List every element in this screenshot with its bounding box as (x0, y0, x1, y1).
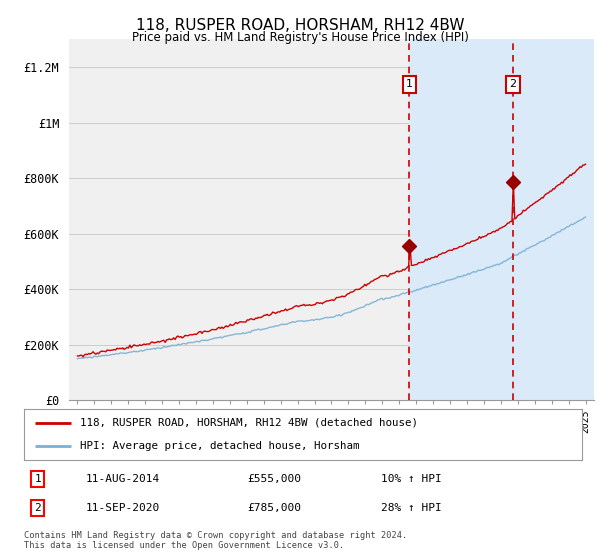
Text: Contains HM Land Registry data © Crown copyright and database right 2024.
This d: Contains HM Land Registry data © Crown c… (24, 531, 407, 550)
Bar (409, 39, 513, 400)
Text: 118, RUSPER ROAD, HORSHAM, RH12 4BW: 118, RUSPER ROAD, HORSHAM, RH12 4BW (136, 18, 464, 33)
Text: 1: 1 (35, 474, 41, 484)
Text: Price paid vs. HM Land Registry's House Price Index (HPI): Price paid vs. HM Land Registry's House … (131, 31, 469, 44)
Text: 1: 1 (406, 80, 413, 90)
Text: 11-AUG-2014: 11-AUG-2014 (85, 474, 160, 484)
Text: HPI: Average price, detached house, Horsham: HPI: Average price, detached house, Hors… (80, 441, 359, 451)
Text: £555,000: £555,000 (247, 474, 301, 484)
Bar (513, 39, 594, 400)
Text: 2: 2 (509, 80, 516, 90)
Text: 2: 2 (35, 503, 41, 513)
Text: 10% ↑ HPI: 10% ↑ HPI (381, 474, 442, 484)
Text: 28% ↑ HPI: 28% ↑ HPI (381, 503, 442, 513)
Text: 118, RUSPER ROAD, HORSHAM, RH12 4BW (detached house): 118, RUSPER ROAD, HORSHAM, RH12 4BW (det… (80, 418, 418, 428)
Text: £785,000: £785,000 (247, 503, 301, 513)
Text: 11-SEP-2020: 11-SEP-2020 (85, 503, 160, 513)
